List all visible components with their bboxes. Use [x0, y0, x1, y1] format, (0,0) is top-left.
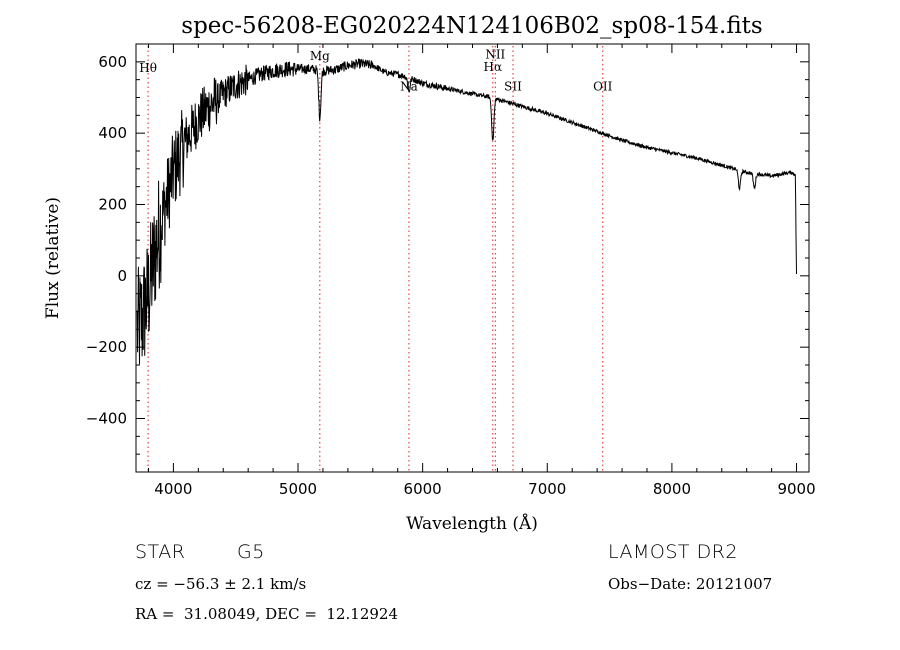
y-tick-label: 0 [117, 267, 127, 285]
marker-label: NII [485, 47, 505, 61]
plot-frame [135, 43, 810, 473]
marker-label: Mg [310, 49, 330, 63]
obs-date-text: Obs−Date: 20121007 [608, 575, 773, 593]
y-tick-label: 600 [98, 53, 127, 71]
x-tick-label: 9000 [777, 480, 815, 498]
y-tick-label: 400 [98, 124, 127, 142]
coordinates-text: RA = 31.08049, DEC = 12.12924 [135, 605, 399, 623]
chart-title: spec-56208-EG020224N124106B02_sp08-154.f… [181, 13, 762, 39]
spectrum-line [136, 58, 797, 365]
survey-label: LAMOST DR2 [608, 541, 738, 563]
plot-axes [135, 43, 810, 473]
y-tick-label: −200 [86, 338, 127, 356]
x-tick-label: 4000 [154, 480, 192, 498]
y-axis-label: Flux (relative) [43, 197, 63, 319]
object-class: STAR [135, 541, 186, 563]
x-axis-label: Wavelength (Å) [406, 513, 538, 534]
redshift-text: cz = −56.3 ± 2.1 km/s [135, 575, 307, 593]
axis-ticks: 4000 5000 6000 7000 8000 9000 −400 −200 0 200 400 6… [86, 44, 816, 498]
marker-label: Hθ [139, 61, 157, 75]
spectrum-series [136, 58, 797, 365]
x-tick-label: 5000 [279, 480, 317, 498]
spectral-subclass: G5 [237, 541, 265, 563]
y-tick-label: 200 [98, 196, 127, 214]
y-tick-label: −400 [86, 410, 127, 428]
x-tick-label: 6000 [404, 480, 442, 498]
x-tick-label: 7000 [528, 480, 566, 498]
x-tick-label: 8000 [653, 480, 691, 498]
marker-label: Hα [484, 60, 503, 74]
marker-label: OII [593, 79, 613, 93]
marker-label: Na [400, 79, 418, 93]
marker-label: SII [504, 79, 522, 93]
